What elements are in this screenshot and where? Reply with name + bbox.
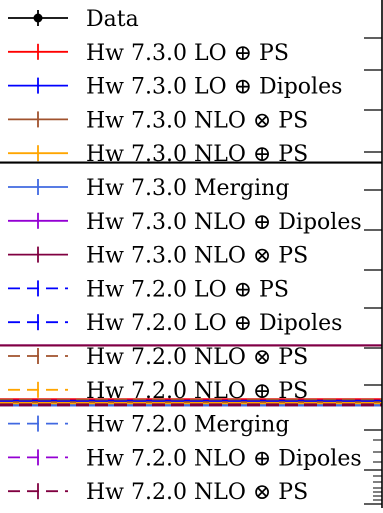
series-layer (0, 161, 382, 407)
legend-entry-11: Hw 7.2.0 NLO ⊕ PS (8, 379, 308, 404)
legend-entry-4: Hw 7.3.0 NLO ⊕ PS (8, 142, 308, 167)
legend-entry-0: Data (8, 7, 139, 32)
legend-entry-8: Hw 7.2.0 LO ⊕ PS (8, 277, 289, 302)
legend-entry-12: Hw 7.2.0 Merging (8, 413, 289, 438)
legend-label: Hw 7.3.0 NLO ⊗ PS (86, 108, 308, 133)
legend-entry-14: Hw 7.2.0 NLO ⊗ PS (8, 480, 308, 505)
legend-label: Hw 7.2.0 NLO ⊕ PS (86, 379, 308, 404)
legend-label: Hw 7.2.0 NLO ⊕ Dipoles (86, 446, 362, 471)
legend-label: Hw 7.3.0 LO ⊕ Dipoles (86, 75, 342, 100)
legend-entry-1: Hw 7.3.0 LO ⊕ PS (8, 41, 289, 66)
legend-label: Hw 7.2.0 NLO ⊗ PS (86, 480, 308, 505)
legend: Data Hw 7.3.0 LO ⊕ PS Hw 7.3.0 LO ⊕ Dipole… (8, 7, 362, 505)
legend-label: Hw 7.3.0 Merging (86, 176, 289, 201)
legend-label: Hw 7.3.0 NLO ⊕ Dipoles (86, 210, 362, 235)
legend-label: Hw 7.2.0 Merging (86, 413, 289, 438)
legend-label: Hw 7.2.0 LO ⊕ PS (86, 277, 289, 302)
legend-entry-13: Hw 7.2.0 NLO ⊕ Dipoles (8, 446, 362, 471)
legend-entry-6: Hw 7.3.0 NLO ⊕ Dipoles (8, 210, 362, 235)
legend-label: Hw 7.2.0 LO ⊕ Dipoles (86, 311, 342, 336)
legend-entry-7: Hw 7.3.0 NLO ⊗ PS (8, 244, 308, 269)
legend-label: Hw 7.3.0 NLO ⊗ PS (86, 244, 308, 269)
legend-marker (33, 13, 43, 23)
legend-entry-9: Hw 7.2.0 LO ⊕ Dipoles (8, 311, 342, 336)
legend-label: Data (86, 7, 139, 32)
legend-entry-5: Hw 7.3.0 Merging (8, 176, 289, 201)
plot-frame (364, 0, 383, 508)
legend-entry-3: Hw 7.3.0 NLO ⊗ PS (8, 108, 308, 133)
legend-entry-2: Hw 7.3.0 LO ⊕ Dipoles (8, 75, 342, 100)
legend-entry-10: Hw 7.2.0 NLO ⊗ PS (8, 345, 308, 370)
legend-label: Hw 7.3.0 NLO ⊕ PS (86, 142, 308, 167)
legend-label: Hw 7.3.0 LO ⊕ PS (86, 41, 289, 66)
legend-label: Hw 7.2.0 NLO ⊗ PS (86, 345, 308, 370)
